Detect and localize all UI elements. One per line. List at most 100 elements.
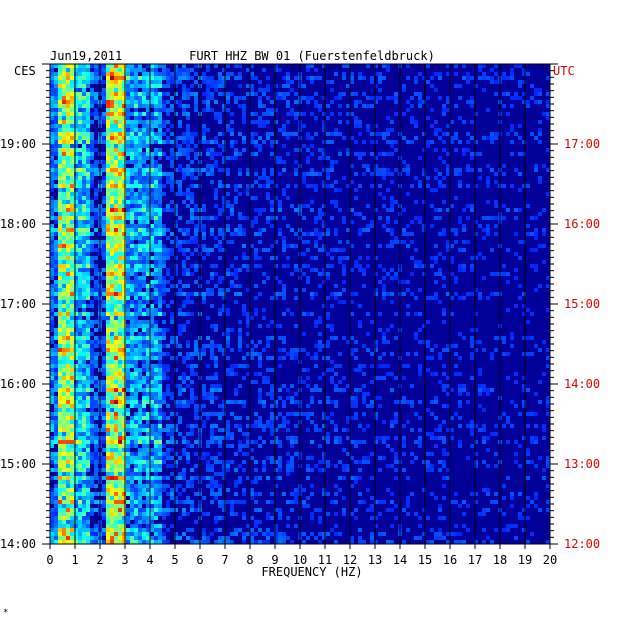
spectrogram-cell xyxy=(230,364,234,368)
spectrogram-cell xyxy=(494,200,498,204)
spectrogram-cell xyxy=(158,332,162,336)
spectrogram-cell xyxy=(458,184,462,188)
spectrogram-cell xyxy=(62,84,66,88)
spectrogram-cell xyxy=(94,80,98,84)
spectrogram-cell xyxy=(458,388,462,392)
spectrogram-cell xyxy=(74,392,78,396)
spectrogram-cell xyxy=(126,260,130,264)
spectrogram-cell xyxy=(374,132,378,136)
spectrogram-cell xyxy=(490,132,494,136)
spectrogram-cell xyxy=(118,372,122,376)
spectrogram-cell xyxy=(454,292,458,296)
spectrogram-cell xyxy=(354,356,358,360)
spectrogram-cell xyxy=(306,136,310,140)
spectrogram-cell xyxy=(342,388,346,392)
spectrogram-cell xyxy=(158,184,162,188)
spectrogram-cell xyxy=(58,272,62,276)
spectrogram-cell xyxy=(82,420,86,424)
spectrogram-cell xyxy=(274,404,278,408)
spectrogram-cell xyxy=(178,120,182,124)
spectrogram-cell xyxy=(146,104,150,108)
spectrogram-cell xyxy=(62,328,66,332)
spectrogram-cell xyxy=(170,188,174,192)
spectrogram-cell xyxy=(170,320,174,324)
spectrogram-cell xyxy=(178,312,182,316)
spectrogram-cell xyxy=(326,432,330,436)
spectrogram-cell xyxy=(338,132,342,136)
spectrogram-cell xyxy=(210,424,214,428)
spectrogram-cell xyxy=(70,400,74,404)
spectrogram-cell xyxy=(66,184,70,188)
spectrogram-cell xyxy=(114,412,118,416)
spectrogram-cell xyxy=(246,92,250,96)
spectrogram-cell xyxy=(66,108,70,112)
spectrogram-cell xyxy=(370,380,374,384)
spectrogram-cell xyxy=(150,72,154,76)
spectrogram-cell xyxy=(50,444,54,448)
spectrogram-cell xyxy=(54,372,58,376)
spectrogram-cell xyxy=(70,264,74,268)
spectrogram-cell xyxy=(502,216,506,220)
spectrogram-cell xyxy=(354,412,358,416)
spectrogram-cell xyxy=(138,112,142,116)
spectrogram-cell xyxy=(186,300,190,304)
spectrogram-cell xyxy=(422,324,426,328)
spectrogram-cell xyxy=(458,180,462,184)
spectrogram-cell xyxy=(94,172,98,176)
spectrogram-cell xyxy=(282,284,286,288)
spectrogram-cell xyxy=(154,372,158,376)
spectrogram-cell xyxy=(74,256,78,260)
spectrogram-cell xyxy=(402,364,406,368)
spectrogram-cell xyxy=(242,444,246,448)
spectrogram-cell xyxy=(158,132,162,136)
spectrogram-cell xyxy=(394,220,398,224)
spectrogram-cell xyxy=(206,168,210,172)
spectrogram-cell xyxy=(118,168,122,172)
spectrogram-cell xyxy=(118,232,122,236)
spectrogram-cell xyxy=(102,136,106,140)
spectrogram-cell xyxy=(250,348,254,352)
spectrogram-cell xyxy=(166,364,170,368)
spectrogram-cell xyxy=(534,436,538,440)
spectrogram-cell xyxy=(158,176,162,180)
spectrogram-cell xyxy=(62,388,66,392)
spectrogram-cell xyxy=(114,228,118,232)
spectrogram-cell xyxy=(518,96,522,100)
spectrogram-cell xyxy=(222,132,226,136)
spectrogram-cell xyxy=(342,176,346,180)
spectrogram-cell xyxy=(274,416,278,420)
spectrogram-cell xyxy=(110,312,114,316)
spectrogram-cell xyxy=(326,344,330,348)
spectrogram-cell xyxy=(70,136,74,140)
spectrogram-cell xyxy=(106,364,110,368)
spectrogram-cell xyxy=(262,280,266,284)
spectrogram-cell xyxy=(358,152,362,156)
spectrogram-cell xyxy=(310,356,314,360)
spectrogram-cell xyxy=(430,412,434,416)
spectrogram-cell xyxy=(150,152,154,156)
spectrogram-cell xyxy=(294,264,298,268)
spectrogram-cell xyxy=(58,108,62,112)
spectrogram-cell xyxy=(254,352,258,356)
spectrogram-cell xyxy=(450,272,454,276)
spectrogram-cell xyxy=(70,104,74,108)
spectrogram-cell xyxy=(426,340,430,344)
spectrogram-cell xyxy=(62,72,66,76)
spectrogram-cell xyxy=(370,404,374,408)
spectrogram-cell xyxy=(154,436,158,440)
spectrogram-cell xyxy=(334,336,338,340)
spectrogram-cell xyxy=(126,408,130,412)
spectrogram-cell xyxy=(82,96,86,100)
spectrogram-cell xyxy=(218,280,222,284)
spectrogram-cell xyxy=(50,72,54,76)
spectrogram-cell xyxy=(266,120,270,124)
spectrogram-cell xyxy=(258,80,262,84)
spectrogram-cell xyxy=(70,252,74,256)
spectrogram-cell xyxy=(410,384,414,388)
spectrogram-cell xyxy=(58,428,62,432)
spectrogram-cell xyxy=(278,172,282,176)
spectrogram-cell xyxy=(162,224,166,228)
spectrogram-cell xyxy=(54,268,58,272)
spectrogram-cell xyxy=(174,236,178,240)
spectrogram-cell xyxy=(354,388,358,392)
